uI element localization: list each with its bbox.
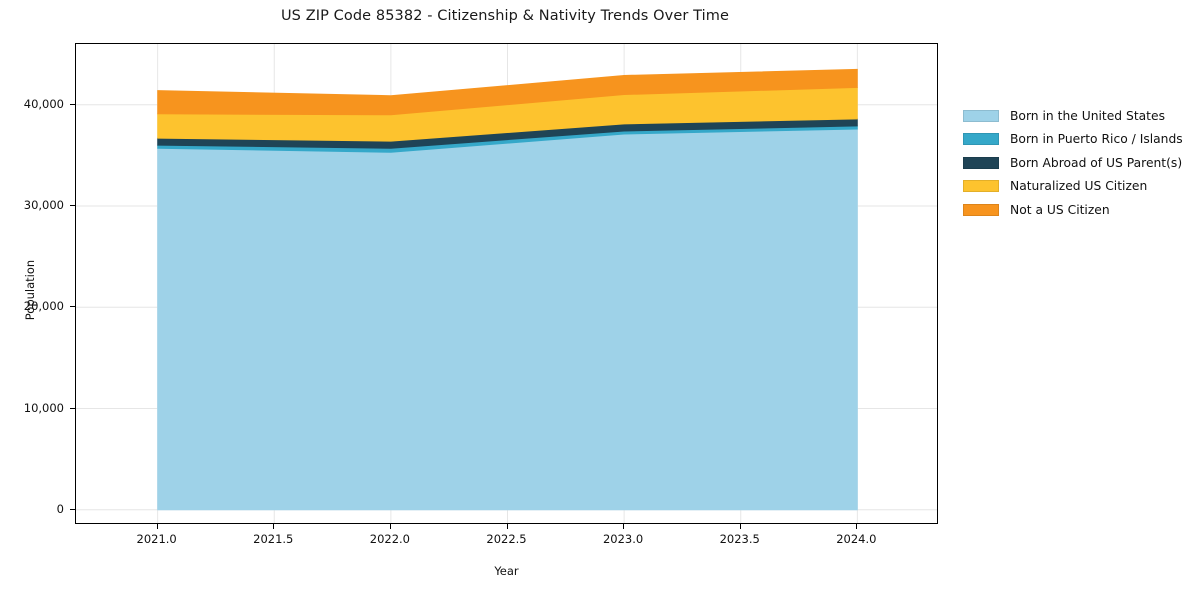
x-axis-tick-mark xyxy=(273,524,275,529)
y-axis-tick-mark xyxy=(70,205,75,207)
y-axis-tick-mark xyxy=(70,103,75,105)
legend-label: Born Abroad of US Parent(s) xyxy=(1010,155,1183,170)
legend-item[interactable]: Born in the United States xyxy=(963,104,1189,128)
area-series-group xyxy=(157,68,858,511)
legend-item[interactable]: Born in Puerto Rico / Islands xyxy=(963,128,1189,152)
x-axis-tick-mark xyxy=(856,524,858,529)
x-axis-tick-mark xyxy=(623,524,625,529)
y-axis-tick-mark xyxy=(70,407,75,409)
x-axis-tick-label: 2021.5 xyxy=(253,532,294,546)
x-axis-tick-mark xyxy=(506,524,508,529)
x-axis-tick-label: 2024.0 xyxy=(836,532,877,546)
x-axis-label: Year xyxy=(494,564,519,578)
y-axis-tick-mark xyxy=(70,508,75,510)
x-axis-tick-mark xyxy=(389,524,391,529)
y-axis-tick-label: 10,000 xyxy=(23,400,64,415)
plot-area xyxy=(75,43,938,524)
x-axis-tick-mark xyxy=(739,524,741,529)
legend-label: Born in Puerto Rico / Islands xyxy=(1010,132,1183,147)
legend-label: Naturalized US Citizen xyxy=(1010,179,1148,194)
y-axis-tick-mark xyxy=(70,306,75,308)
legend-label: Not a US Citizen xyxy=(1010,202,1110,217)
legend-swatch xyxy=(963,203,999,216)
legend-item[interactable]: Naturalized US Citizen xyxy=(963,175,1189,199)
x-axis-tick-label: 2022.5 xyxy=(486,532,527,546)
stacked-area-plot xyxy=(76,44,937,523)
x-axis-tick-label: 2022.0 xyxy=(369,532,410,546)
area-series xyxy=(157,68,858,116)
area-series xyxy=(157,128,858,511)
legend-item[interactable]: Born Abroad of US Parent(s) xyxy=(963,151,1189,175)
legend-swatch xyxy=(963,133,999,146)
chart-title: US ZIP Code 85382 - Citizenship & Nativi… xyxy=(280,8,730,24)
x-axis-tick-label: 2023.5 xyxy=(719,532,760,546)
legend-label: Born in the United States xyxy=(1010,108,1165,123)
legend-swatch xyxy=(963,109,999,122)
x-axis-tick-label: 2021.0 xyxy=(136,532,177,546)
chart-legend: Born in the United States Born in Puerto … xyxy=(963,104,1189,222)
x-axis-tick-mark xyxy=(156,524,158,529)
x-axis-tick-label: 2023.0 xyxy=(602,532,644,546)
y-axis-tick-label: 30,000 xyxy=(23,198,64,213)
y-axis-tick-label: 40,000 xyxy=(23,96,64,111)
y-axis-label: Population xyxy=(23,259,37,321)
y-axis-tick-label: 20,000 xyxy=(23,299,64,314)
legend-item[interactable]: Not a US Citizen xyxy=(963,198,1189,222)
legend-swatch xyxy=(963,180,999,193)
y-axis-tick-label: 0 xyxy=(56,501,64,516)
legend-swatch xyxy=(963,156,999,169)
